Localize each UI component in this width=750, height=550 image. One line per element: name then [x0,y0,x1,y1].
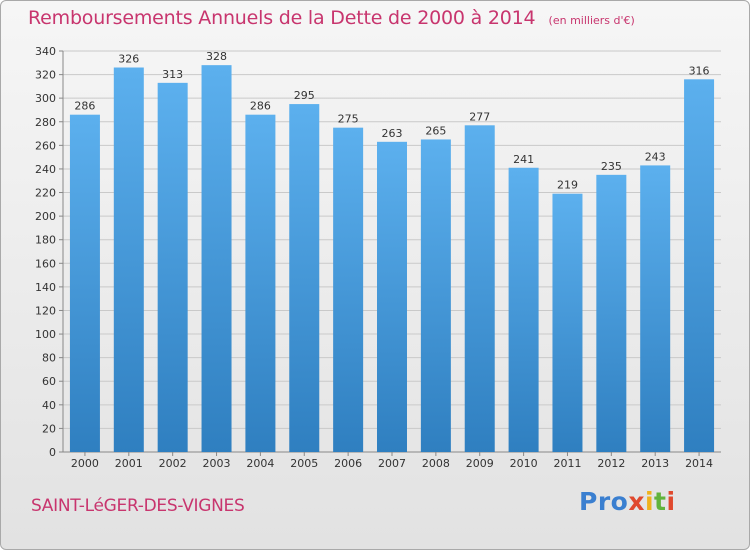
bar-value-label: 326 [118,53,139,66]
bar [157,82,188,452]
bar [508,167,539,452]
logo-part-1: Pro [579,487,629,516]
x-tick-label: 2014 [685,457,713,470]
x-tick-label: 2001 [115,457,143,470]
bar [596,174,627,452]
bar-value-label: 235 [601,160,622,173]
bar [552,193,583,453]
city-name: SAINT-LéGER-DES-VIGNES [31,496,245,516]
bar [684,79,715,453]
x-tick-label: 2011 [553,457,581,470]
y-tick-label: 0 [49,446,56,459]
y-tick-label: 160 [35,257,56,270]
y-tick-label: 140 [35,281,56,294]
x-tick-label: 2008 [422,457,450,470]
logo-part-2: x [628,487,645,516]
bar [464,125,495,452]
bar-value-label: 316 [689,64,710,77]
bar-value-label: 277 [469,110,490,123]
chart-subtitle: (en milliers d'€) [548,14,635,27]
x-tick-label: 2010 [510,457,538,470]
y-tick-label: 120 [35,304,56,317]
x-tick-label: 2007 [378,457,406,470]
bar [69,114,100,452]
x-tick-label: 2004 [246,457,274,470]
bar-value-label: 295 [294,89,315,102]
logo-part-5: i [666,487,676,516]
bar-value-label: 263 [382,127,403,140]
bar [377,141,407,453]
y-tick-label: 200 [35,210,56,223]
logo-part-3: i [644,487,655,516]
y-tick-label: 80 [42,352,56,365]
x-tick-label: 2006 [334,457,362,470]
y-tick-label: 220 [35,187,56,200]
bar-value-label: 241 [513,153,534,166]
bar [113,67,144,452]
y-tick-label: 320 [35,69,56,82]
bar [289,104,320,452]
bar [420,139,451,453]
y-tick-label: 20 [42,422,56,435]
y-tick-label: 60 [42,375,56,388]
x-tick-label: 2012 [597,457,625,470]
bar [201,65,232,452]
chart-title-block: Remboursements Annuels de la Dette de 20… [28,7,635,29]
y-tick-label: 180 [35,234,56,247]
y-tick-label: 260 [35,139,56,152]
bar-value-label: 328 [206,50,227,63]
bar [245,114,276,452]
x-tick-label: 2005 [290,457,318,470]
y-tick-label: 100 [35,328,56,341]
x-tick-label: 2009 [466,457,494,470]
x-tick-label: 2002 [159,457,187,470]
bar-value-label: 243 [645,150,666,163]
proxiti-logo: Proxiti [579,487,676,516]
x-tick-label: 2003 [203,457,231,470]
bar [640,165,671,452]
bar-value-label: 219 [557,179,578,192]
x-tick-label: 2013 [641,457,669,470]
bar-value-label: 286 [74,100,95,113]
y-tick-label: 40 [42,399,56,412]
bar [333,127,364,452]
bar-value-label: 275 [338,113,359,126]
logo-part-4: t [654,487,667,516]
y-tick-label: 300 [35,92,56,105]
y-tick-label: 340 [35,45,56,58]
x-tick-label: 2000 [71,457,99,470]
y-tick-label: 280 [35,116,56,129]
bar-value-label: 286 [250,100,271,113]
chart-title: Remboursements Annuels de la Dette de 20… [28,7,536,29]
bar-value-label: 265 [425,124,446,137]
y-tick-label: 240 [35,163,56,176]
bar-value-label: 313 [162,68,183,81]
